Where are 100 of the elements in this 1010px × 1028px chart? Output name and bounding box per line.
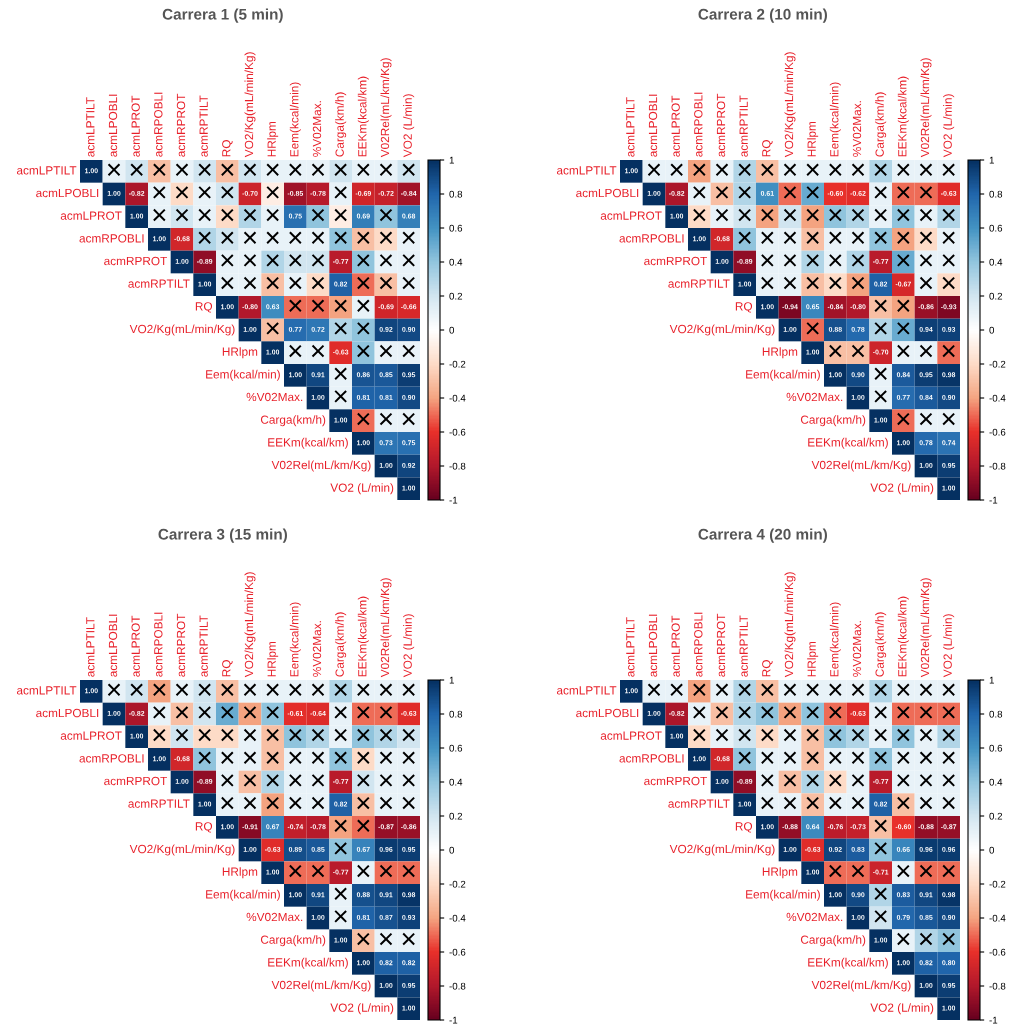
data-label: × xyxy=(334,390,347,403)
data-label: × xyxy=(783,231,797,244)
data-label: × xyxy=(761,728,774,742)
data-label: × xyxy=(357,819,370,832)
data-label: × xyxy=(357,231,370,244)
data-label: × xyxy=(897,683,910,696)
data-label: × xyxy=(357,864,370,878)
data-label: × xyxy=(783,796,797,810)
data-label: × xyxy=(806,163,819,176)
data-label: × xyxy=(761,796,774,810)
data-label: × xyxy=(221,254,234,267)
data-label: × xyxy=(221,208,234,222)
data-label: × xyxy=(379,751,393,764)
data-label: × xyxy=(715,706,729,719)
y-tick-label: acmRPTILT xyxy=(668,799,730,808)
data-label: × xyxy=(402,683,415,696)
data-label: × xyxy=(266,322,279,335)
data-label: × xyxy=(311,683,325,696)
data-label: × xyxy=(221,728,234,742)
data-label: × xyxy=(851,796,865,810)
data-label: × xyxy=(829,231,842,244)
data-label: × xyxy=(334,186,347,199)
data-label: × xyxy=(783,751,797,764)
data-label: × xyxy=(311,276,325,290)
data-label: × xyxy=(942,706,955,719)
data-label: × xyxy=(266,186,279,199)
data-label: × xyxy=(897,728,910,742)
data-label: × xyxy=(761,208,774,222)
color-bar-label: 0 xyxy=(449,846,455,854)
data-label: × xyxy=(761,706,774,719)
data-label: × xyxy=(897,864,910,878)
data-label: × xyxy=(919,864,933,878)
data-label: × xyxy=(175,163,189,176)
y-tick-label: acmRPTILT xyxy=(128,279,190,288)
data-label: × xyxy=(243,276,257,290)
data-label: × xyxy=(153,728,166,742)
data-label: × xyxy=(829,751,842,764)
data-label: × xyxy=(783,683,797,696)
data-label: × xyxy=(942,344,955,358)
data-label: × xyxy=(379,412,393,426)
data-label: × xyxy=(334,299,347,312)
color-bar-label: -0.6 xyxy=(989,428,1006,436)
data-label: × xyxy=(874,910,887,923)
data-label: × xyxy=(402,163,415,176)
data-label: × xyxy=(402,796,415,810)
data-label: × xyxy=(919,231,933,244)
data-label: × xyxy=(761,254,774,267)
data-label: × xyxy=(334,163,347,176)
data-label: × xyxy=(874,706,887,719)
data-label: × xyxy=(942,163,955,176)
data-label: × xyxy=(379,231,393,244)
color-bar-label: 1 xyxy=(449,676,454,684)
data-label: × xyxy=(289,683,302,696)
data-label: × xyxy=(942,276,955,290)
y-tick-label: acmRPTILT xyxy=(128,799,190,808)
data-label: × xyxy=(402,751,415,764)
data-label: × xyxy=(738,706,751,719)
data-label: × xyxy=(897,299,910,312)
data-label: × xyxy=(851,231,865,244)
data-label: × xyxy=(311,208,325,222)
data-label: × xyxy=(851,751,865,764)
data-label: × xyxy=(647,163,661,176)
data-label: × xyxy=(942,254,955,267)
color-bar-label: -0.6 xyxy=(989,948,1006,956)
y-tick-label: V02Rel(mL/km/Kg) xyxy=(271,980,371,992)
data-label: × xyxy=(806,231,819,244)
data-label: × xyxy=(266,276,279,290)
color-bar-label: -1 xyxy=(989,1016,998,1024)
data-label: × xyxy=(221,186,234,199)
data-label: × xyxy=(221,231,234,244)
data-label: × xyxy=(693,163,706,176)
data-label: × xyxy=(874,390,887,403)
data-label: × xyxy=(942,231,955,244)
data-label: × xyxy=(334,728,347,742)
data-label: × xyxy=(221,683,234,696)
data-label: × xyxy=(357,412,370,426)
data-label: × xyxy=(806,208,819,222)
data-label: × xyxy=(289,864,302,878)
color-bar-label: 0.2 xyxy=(989,812,1003,820)
data-label: × xyxy=(198,706,211,719)
data-label: × xyxy=(761,231,774,244)
color-bar-label: -0.4 xyxy=(449,914,466,922)
data-label: × xyxy=(311,751,325,764)
data-label: × xyxy=(783,208,797,222)
data-label: × xyxy=(783,728,797,742)
data-label: × xyxy=(379,276,393,290)
data-label: × xyxy=(738,751,751,764)
data-label: × xyxy=(806,186,819,199)
data-label: × xyxy=(221,276,234,290)
data-label: × xyxy=(379,706,393,719)
data-label: × xyxy=(738,728,751,742)
data-label: × xyxy=(806,796,819,810)
data-label: × xyxy=(783,276,797,290)
y-tick-label: Eem(kcal/min) xyxy=(746,889,820,901)
data-label: × xyxy=(715,163,729,176)
data-label: × xyxy=(919,728,933,742)
data-label: × xyxy=(874,367,887,380)
data-label: × xyxy=(874,208,887,222)
data-label: × xyxy=(243,728,257,742)
data-label: × xyxy=(402,254,415,267)
